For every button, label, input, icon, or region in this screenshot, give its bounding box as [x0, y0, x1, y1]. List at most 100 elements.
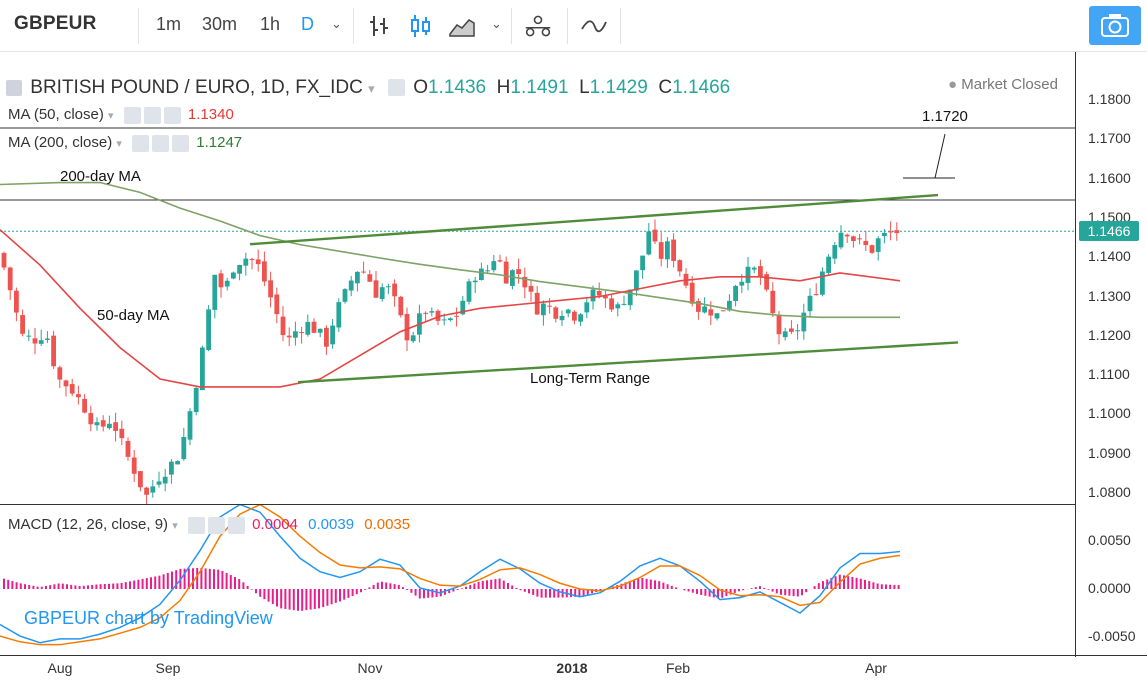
- chevron-down-icon[interactable]: ▾: [116, 138, 122, 150]
- candle-down: [863, 240, 869, 246]
- symbol-legend: BRITISH POUND / EURO, 1D, FX_IDC ▾ O 1.14…: [6, 77, 730, 99]
- chevron-down-icon[interactable]: ▾: [108, 110, 114, 122]
- candle-down: [286, 335, 292, 338]
- gear-icon[interactable]: [207, 516, 225, 534]
- toolbar-divider: [353, 8, 354, 44]
- timeframe-30m[interactable]: 30m: [202, 14, 238, 34]
- compare-icon[interactable]: [524, 12, 552, 40]
- candle-up: [342, 289, 348, 302]
- open-label: O: [413, 77, 428, 98]
- candle-up: [162, 476, 168, 484]
- candle-down: [131, 457, 137, 474]
- candle-up: [510, 270, 515, 286]
- candle-down: [658, 242, 664, 259]
- candle-down: [361, 271, 366, 273]
- candle-up: [621, 303, 627, 305]
- chevron-down-icon[interactable]: ⌄: [491, 16, 502, 31]
- eye-icon[interactable]: [387, 79, 405, 97]
- ma50-value: 1.1340: [187, 106, 234, 123]
- candle-down: [32, 338, 38, 344]
- candle-down: [51, 335, 56, 367]
- macd-pane[interactable]: [0, 505, 1075, 655]
- price-chart-svg[interactable]: [0, 72, 1075, 504]
- candle-up: [212, 274, 218, 310]
- symbol-label[interactable]: GBPEUR: [14, 13, 97, 34]
- time-axis[interactable]: Aug Sep Nov 2018 Feb Apr: [0, 655, 1147, 684]
- candle-up: [45, 338, 50, 340]
- candle-up: [838, 232, 844, 248]
- gear-icon[interactable]: [143, 106, 161, 124]
- chart-title: BRITISH POUND / EURO, 1D, FX_IDC: [30, 77, 363, 98]
- candle-down: [844, 234, 850, 237]
- price-pane[interactable]: [0, 72, 1075, 504]
- area-chart-icon[interactable]: [448, 12, 476, 40]
- snapshot-button[interactable]: [1089, 6, 1141, 45]
- candle-up: [832, 245, 838, 259]
- candle-up: [38, 340, 44, 344]
- candle-down: [373, 280, 379, 298]
- pane-divider: [0, 504, 1075, 505]
- y-tick-label: 1.1100: [1088, 366, 1130, 383]
- candle-up: [441, 319, 447, 321]
- candle-down: [144, 487, 149, 495]
- candle-down: [572, 311, 577, 321]
- watermark[interactable]: GBPEUR chart by TradingView: [24, 608, 273, 628]
- close-label: C: [658, 77, 673, 98]
- ma200-annotation: 200-day MA: [60, 168, 141, 185]
- candle-down: [813, 294, 819, 296]
- candle-up: [745, 266, 751, 283]
- price-axis[interactable]: 1.1800 1.1700 1.1600 1.1500 1.1400 1.1300 1.12…: [1075, 52, 1147, 657]
- candle-up: [107, 423, 112, 429]
- eye-icon[interactable]: [132, 134, 150, 152]
- candle-up: [293, 331, 298, 338]
- timeframe-d[interactable]: D: [301, 14, 314, 34]
- macd-signal-value: 0.0035: [364, 516, 411, 533]
- close-icon[interactable]: [227, 516, 245, 534]
- toolbar-divider: [620, 8, 621, 44]
- candle-down: [497, 260, 503, 262]
- close-icon[interactable]: [172, 134, 190, 152]
- close-icon[interactable]: [163, 106, 181, 124]
- collapse-icon[interactable]: [6, 79, 22, 96]
- candle-down: [299, 332, 304, 334]
- candle-up: [169, 461, 174, 475]
- timeframe-1m[interactable]: 1m: [156, 14, 182, 34]
- chevron-down-icon[interactable]: ⌄: [331, 16, 342, 31]
- target-callout-line: [934, 133, 946, 179]
- candlestick-icon[interactable]: [406, 12, 434, 40]
- indicators-icon[interactable]: [580, 12, 608, 40]
- candle-up: [820, 271, 825, 295]
- close-value: 1.1466: [672, 77, 731, 98]
- x-tick-label: Apr: [865, 660, 887, 676]
- candle-up: [646, 231, 652, 255]
- candle-down: [522, 276, 528, 288]
- macd-label: MACD (12, 26, close, 9): [8, 516, 169, 533]
- timeframe-1h[interactable]: 1h: [260, 14, 281, 34]
- bar-chart-icon[interactable]: [366, 12, 394, 40]
- candle-down: [851, 236, 856, 242]
- x-tick-label: Feb: [665, 660, 691, 676]
- candle-up: [627, 289, 633, 306]
- candle-down: [503, 261, 509, 284]
- macd-chart-svg[interactable]: [0, 505, 1075, 655]
- candle-up: [578, 314, 583, 322]
- eye-icon[interactable]: [123, 106, 141, 124]
- ma200-legend[interactable]: MA (200, close) ▾ 1.1247: [8, 134, 242, 152]
- candle-down: [894, 230, 900, 234]
- eye-icon[interactable]: [187, 516, 205, 534]
- candle-up: [237, 264, 242, 274]
- macd-legend[interactable]: MACD (12, 26, close, 9) ▾ 0.0004 0.0039 …: [8, 516, 410, 534]
- candle-down: [789, 328, 794, 332]
- candle-up: [200, 347, 205, 391]
- ma50-legend[interactable]: MA (50, close) ▾ 1.1340: [8, 106, 234, 124]
- candle-down: [553, 307, 559, 319]
- candle-up: [615, 304, 621, 309]
- gear-icon[interactable]: [152, 134, 170, 152]
- candle-down: [547, 305, 552, 307]
- chevron-down-icon[interactable]: ▾: [368, 81, 375, 96]
- y-tick-label: 1.0800: [1088, 484, 1131, 500]
- candle-up: [565, 309, 571, 314]
- candle-up: [187, 411, 193, 440]
- candle-down: [57, 367, 63, 380]
- chevron-down-icon[interactable]: ▾: [172, 520, 178, 532]
